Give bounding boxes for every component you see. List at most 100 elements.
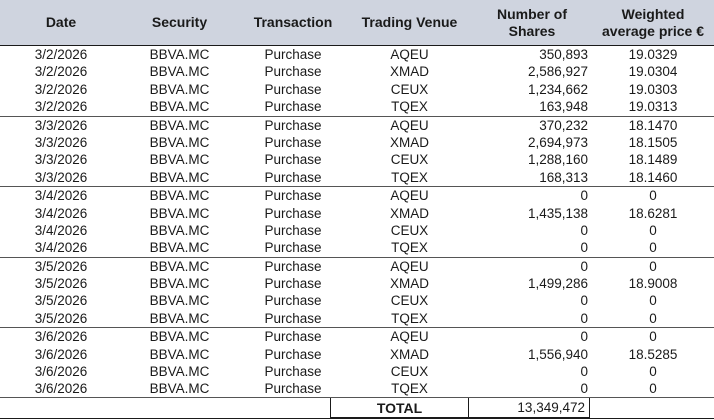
table-row: 3/3/2026 BBVA.MC Purchase XMAD 2,694,973 18.1…	[0, 134, 714, 151]
cell-date: 3/3/2026	[34, 134, 88, 150]
cell-security: BBVA.MC	[149, 346, 210, 362]
cell-security: BBVA.MC	[149, 81, 210, 97]
cell-shares: 2,694,973	[527, 134, 588, 150]
cell-security: BBVA.MC	[149, 64, 210, 80]
cell-date: 3/4/2026	[34, 240, 88, 256]
cell-date: 3/4/2026	[34, 205, 88, 221]
total-row: TOTAL 13,349,472	[0, 397, 714, 419]
col-header-date: Date	[45, 14, 77, 30]
cell-date: 3/3/2026	[34, 117, 88, 133]
col-header-shares-line2: Shares	[508, 22, 556, 39]
cell-price: 0	[649, 293, 657, 309]
table-row: 3/4/2026 BBVA.MC Purchase CEUX 0 0	[0, 222, 714, 239]
table-row: 3/2/2026 BBVA.MC Purchase TQEX 163,948 19.031…	[0, 98, 714, 115]
table-row: 3/2/2026 BBVA.MC Purchase XMAD 2,586,927 19.0…	[0, 63, 714, 80]
table-header: Date Security Transaction Trading Venue …	[0, 0, 714, 46]
cell-transaction: Purchase	[264, 293, 322, 309]
cell-venue: CEUX	[390, 364, 429, 380]
cell-security: BBVA.MC	[149, 381, 210, 397]
cell-transaction: Purchase	[264, 381, 322, 397]
table-row: 3/4/2026 BBVA.MC Purchase TQEX 0 0	[0, 239, 714, 256]
cell-date: 3/2/2026	[34, 47, 88, 62]
cell-shares: 0	[580, 364, 588, 380]
cell-shares: 370,232	[539, 117, 588, 133]
cell-transaction: Purchase	[264, 240, 322, 256]
cell-venue: AQEU	[390, 47, 429, 62]
cell-price: 18.6281	[628, 205, 678, 221]
cell-shares: 350,893	[539, 47, 588, 62]
cell-venue: CEUX	[390, 293, 429, 309]
cell-security: BBVA.MC	[149, 329, 210, 345]
cell-transaction: Purchase	[264, 99, 322, 115]
cell-price: 18.1505	[628, 134, 678, 150]
cell-transaction: Purchase	[264, 310, 322, 326]
cell-price: 0	[649, 310, 657, 326]
cell-transaction: Purchase	[264, 205, 322, 221]
table-row: 3/4/2026 BBVA.MC Purchase AQEU 0 0	[0, 186, 714, 204]
cell-transaction: Purchase	[264, 346, 322, 362]
cell-shares: 0	[580, 381, 588, 397]
cell-shares: 168,313	[539, 169, 588, 185]
cell-security: BBVA.MC	[149, 364, 210, 380]
cell-venue: AQEU	[390, 258, 429, 274]
table-row: 3/6/2026 BBVA.MC Purchase TQEX 0 0	[0, 380, 714, 397]
cell-date: 3/2/2026	[34, 64, 88, 80]
cell-date: 3/6/2026	[34, 364, 88, 380]
cell-date: 3/6/2026	[34, 329, 88, 345]
table-row: 3/5/2026 BBVA.MC Purchase AQEU 0 0	[0, 256, 714, 275]
cell-venue: XMAD	[389, 64, 429, 80]
cell-venue: XMAD	[389, 134, 429, 150]
cell-venue: TQEX	[391, 310, 428, 326]
cell-date: 3/6/2026	[34, 346, 88, 362]
cell-price: 18.1489	[628, 152, 678, 168]
cell-security: BBVA.MC	[149, 293, 210, 309]
cell-shares: 0	[580, 310, 588, 326]
total-label: TOTAL	[330, 398, 469, 418]
cell-price: 19.0329	[628, 47, 678, 62]
cell-transaction: Purchase	[264, 64, 322, 80]
cell-venue: TQEX	[391, 169, 428, 185]
cell-security: BBVA.MC	[149, 99, 210, 115]
col-header-shares: Number of Shares	[470, 0, 594, 45]
col-header-price-line2: average price €	[602, 22, 704, 39]
cell-venue: CEUX	[390, 222, 429, 238]
table-row: 3/3/2026 BBVA.MC Purchase CEUX 1,288,160 18.1…	[0, 151, 714, 168]
cell-transaction: Purchase	[264, 152, 322, 168]
col-header-price: Weighted average price €	[594, 0, 712, 45]
cell-security: BBVA.MC	[149, 188, 210, 204]
cell-date: 3/2/2026	[34, 81, 88, 97]
cell-shares: 1,234,662	[527, 81, 588, 97]
cell-shares: 0	[580, 258, 588, 274]
cell-shares: 1,435,138	[527, 205, 588, 221]
cell-price: 19.0303	[628, 81, 678, 97]
cell-venue: CEUX	[390, 81, 429, 97]
cell-venue: AQEU	[390, 188, 429, 204]
cell-transaction: Purchase	[264, 329, 322, 345]
table-row: 3/6/2026 BBVA.MC Purchase XMAD 1,556,940 18.5…	[0, 346, 714, 363]
cell-price: 0	[649, 188, 657, 204]
cell-date: 3/6/2026	[34, 381, 88, 397]
cell-date: 3/5/2026	[34, 276, 88, 292]
table-row: 3/5/2026 BBVA.MC Purchase CEUX 0 0	[0, 292, 714, 309]
cell-transaction: Purchase	[264, 169, 322, 185]
cell-security: BBVA.MC	[149, 117, 210, 133]
cell-security: BBVA.MC	[149, 169, 210, 185]
cell-date: 3/2/2026	[34, 99, 88, 115]
cell-transaction: Purchase	[264, 117, 322, 133]
cell-security: BBVA.MC	[149, 310, 210, 326]
table-row: 3/4/2026 BBVA.MC Purchase XMAD 1,435,138 18.6…	[0, 205, 714, 222]
table-body: 3/2/2026 BBVA.MC Purchase AQEU 350,893 19.032…	[0, 46, 714, 398]
cell-security: BBVA.MC	[149, 205, 210, 221]
cell-transaction: Purchase	[264, 81, 322, 97]
cell-transaction: Purchase	[264, 134, 322, 150]
cell-price: 18.9008	[628, 276, 678, 292]
cell-date: 3/5/2026	[34, 258, 88, 274]
cell-security: BBVA.MC	[149, 276, 210, 292]
cell-security: BBVA.MC	[149, 152, 210, 168]
cell-venue: XMAD	[389, 346, 429, 362]
cell-shares: 0	[580, 329, 588, 345]
cell-date: 3/4/2026	[34, 222, 88, 238]
cell-price: 0	[649, 240, 657, 256]
col-header-transaction: Transaction	[253, 14, 333, 30]
cell-price: 19.0313	[628, 99, 678, 115]
